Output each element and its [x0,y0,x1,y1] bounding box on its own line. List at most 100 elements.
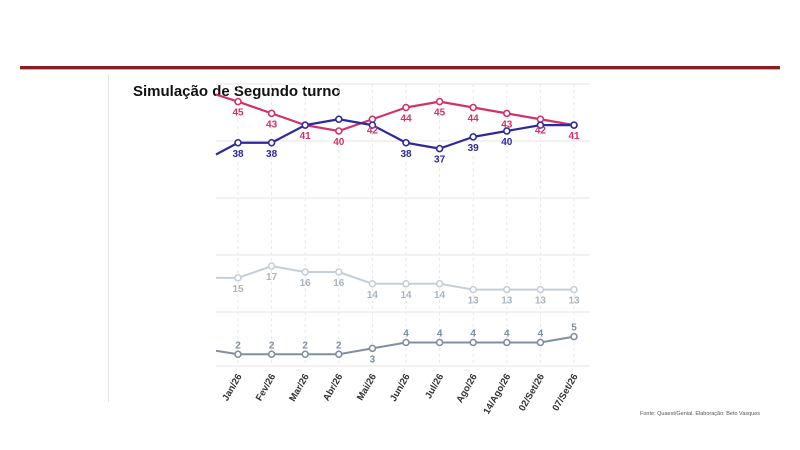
chart-grid [216,83,590,367]
series-1-label-8: 40 [501,137,513,148]
series-1-point-1 [267,138,276,147]
series-0-label-5: 44 [400,114,412,125]
series-2-point-9 [536,285,545,294]
series-3-label-5: 4 [403,329,409,340]
chart-lines [215,93,575,356]
series-1-point-10 [570,121,578,129]
series-0-point-1 [267,109,276,118]
series-0-label-3: 40 [333,137,345,148]
series-3-point-9 [536,338,545,347]
x-axis-tick-labels: Jan/26 Fev/26 Mar/26 Abr/26 Mai/26 Jun/26 Jul/… [220,372,580,416]
series-3-label-4: 3 [370,354,376,365]
series-0-label-4: 42 [367,125,379,136]
series-0-point-7 [469,103,478,112]
series-line-3 [215,335,575,356]
series-3-label-3: 2 [336,340,342,351]
series-2-label-1: 17 [266,272,278,283]
series-0-label-1: 43 [266,119,278,130]
series-3-label-8: 4 [504,329,510,340]
series-0-label-6: 45 [434,108,446,119]
series-1-point-0 [234,138,242,147]
x-tick-label-10: 07/Set/26 [550,372,580,413]
series-1-point-2 [301,121,310,129]
x-tick-label-8: 14/Ago/26 [481,372,513,416]
series-2-point-7 [469,285,478,294]
x-tick-label-0: Jan/26 [220,372,244,403]
series-3-label-2: 2 [302,340,308,351]
series-0-point-8 [502,109,511,118]
series-2-point-1 [267,262,276,270]
series-1-label-0: 38 [232,149,244,160]
x-tick-label-7: Ago/26 [454,372,479,405]
series-0-label-8: 43 [501,119,513,130]
series-3-point-1 [267,350,276,359]
series-1-point-3 [334,115,343,124]
x-tick-label-6: Jul/26 [423,372,446,401]
series-2-point-6 [435,279,444,288]
series-3-label-6: 4 [437,329,443,340]
series-0-point-6 [435,97,444,106]
series-0-point-5 [402,103,410,112]
source-note: Fonte: Quaest/Genial. Elaboração: Beto V… [640,411,761,417]
series-2-label-9: 13 [535,296,547,307]
series-3-label-10: 5 [571,323,577,334]
x-tick-label-9: 02/Set/26 [517,372,547,413]
series-1-point-6 [435,144,444,153]
panel-left-border [108,74,109,402]
series-0-point-3 [334,127,343,135]
series-0-point-0 [234,97,242,106]
series-1-point-5 [402,138,410,147]
series-3-point-8 [502,338,511,347]
series-2-point-4 [368,279,377,288]
series-3-point-10 [570,332,578,341]
series-2-point-2 [301,268,310,276]
series-2-label-0: 15 [232,284,244,295]
series-1-point-7 [469,133,478,141]
series-2-point-0 [234,274,242,282]
chart-title: Simulação de Segundo turno [133,83,341,100]
chart-points [234,97,578,359]
series-2-point-3 [334,268,343,276]
series-2-label-3: 16 [333,278,345,289]
series-0-label-2: 41 [300,131,312,142]
series-3-point-7 [469,338,478,347]
series-3-label-9: 4 [538,329,544,340]
series-3-label-1: 2 [269,340,275,351]
series-2-label-6: 14 [434,290,446,301]
series-2-point-8 [502,285,511,294]
x-tick-label-1: Fev/26 [254,372,278,403]
series-2-point-10 [570,285,578,294]
series-1-point-4 [368,121,377,129]
series-3-point-5 [402,338,410,347]
series-0-label-7: 44 [468,114,480,125]
series-2-label-7: 13 [468,296,480,307]
x-tick-label-5: Jun/26 [388,372,413,404]
series-1-label-1: 38 [266,149,278,160]
series-2-label-2: 16 [300,278,312,289]
series-2-label-5: 14 [400,290,412,301]
series-3-point-3 [334,350,343,359]
series-1-label-6: 37 [434,155,446,166]
series-1-point-9 [536,121,545,129]
series-2-label-4: 14 [367,290,379,301]
series-2-label-8: 13 [501,296,513,307]
series-2-label-10: 13 [568,296,580,307]
series-3-point-4 [368,344,377,353]
series-1-label-5: 38 [400,149,412,160]
series-0-label-0: 45 [232,108,244,119]
series-3-point-2 [301,350,310,359]
series-0-label-10: 41 [568,131,580,142]
series-3-label-7: 4 [470,329,476,340]
series-2-point-5 [402,279,410,288]
series-line-0 [215,93,575,133]
x-tick-label-3: Abr/26 [321,372,345,403]
series-1-point-8 [502,127,511,135]
series-line-1 [215,118,574,156]
x-tick-label-2: Mar/26 [287,372,312,404]
series-1-label-7: 39 [468,143,480,154]
x-tick-label-4: Mai/26 [355,372,379,403]
series-3-point-6 [435,338,444,347]
top-divider [20,66,780,70]
